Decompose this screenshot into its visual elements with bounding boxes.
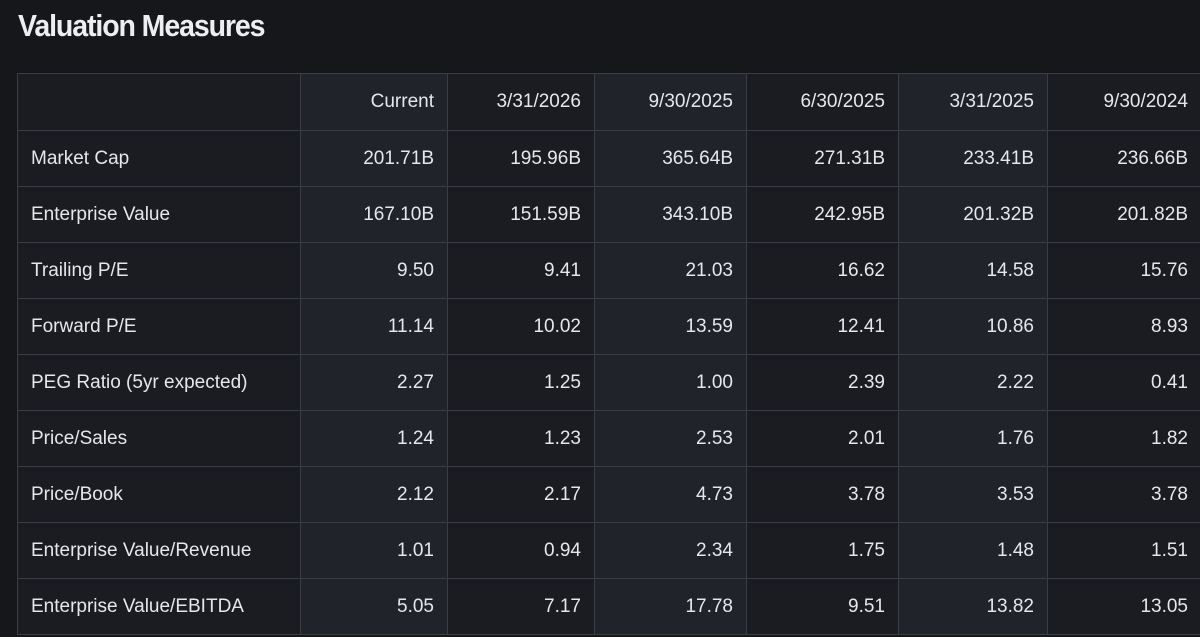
value-cell: 21.03 — [594, 242, 747, 299]
value-cell: 271.31B — [746, 130, 899, 187]
data-row: Enterprise Value/EBITDA 5.05 7.17 17.78 9.51… — [17, 578, 1200, 635]
value-cell: 167.10B — [300, 186, 448, 243]
value-cell: 2.01 — [746, 410, 899, 467]
value-cell: 2.53 — [594, 410, 747, 467]
row-label: Enterprise Value — [17, 186, 301, 243]
value-cell: 365.64B — [594, 130, 747, 187]
value-cell: 17.78 — [594, 578, 747, 635]
value-cell: 1.48 — [898, 522, 1048, 579]
value-cell: 1.76 — [898, 410, 1048, 467]
data-row: Forward P/E 11.14 10.02 13.59 12.41 10.86 8.93 — [17, 298, 1200, 355]
value-cell: 195.96B — [447, 130, 595, 187]
value-cell: 11.14 — [300, 298, 448, 355]
value-cell: 10.86 — [898, 298, 1048, 355]
value-cell: 16.62 — [746, 242, 899, 299]
section-title: Valuation Measures — [18, 8, 266, 43]
value-cell: 0.41 — [1047, 354, 1200, 411]
value-cell: 3.78 — [746, 466, 899, 523]
column-header: 6/30/2025 — [746, 73, 899, 131]
value-cell: 201.32B — [898, 186, 1048, 243]
value-cell: 9.41 — [447, 242, 595, 299]
value-cell: 9.50 — [300, 242, 448, 299]
value-cell: 8.93 — [1047, 298, 1200, 355]
value-cell: 1.51 — [1047, 522, 1200, 579]
value-cell: 2.22 — [898, 354, 1048, 411]
value-cell: 15.76 — [1047, 242, 1200, 299]
value-cell: 3.78 — [1047, 466, 1200, 523]
column-header: 9/30/2025 — [594, 73, 747, 131]
row-label: Enterprise Value/Revenue — [17, 522, 301, 579]
value-cell: 201.82B — [1047, 186, 1200, 243]
value-cell: 2.17 — [447, 466, 595, 523]
column-header: 9/30/2024 — [1047, 73, 1200, 131]
data-row: Market Cap 201.71B 195.96B 365.64B 271.31B 23… — [17, 130, 1200, 187]
corner-cell — [17, 73, 301, 131]
row-label: Market Cap — [17, 130, 301, 187]
value-cell: 5.05 — [300, 578, 448, 635]
value-cell: 12.41 — [746, 298, 899, 355]
data-row: PEG Ratio (5yr expected) 2.27 1.25 1.00 2.39… — [17, 354, 1200, 411]
column-header: 3/31/2026 — [447, 73, 595, 131]
value-cell: 1.25 — [447, 354, 595, 411]
row-label: Trailing P/E — [17, 242, 301, 299]
value-cell: 2.39 — [746, 354, 899, 411]
value-cell: 3.53 — [898, 466, 1048, 523]
value-cell: 1.24 — [300, 410, 448, 467]
data-row: Enterprise Value/Revenue 1.01 0.94 2.34 1.75… — [17, 522, 1200, 579]
value-cell: 10.02 — [447, 298, 595, 355]
value-cell: 1.01 — [300, 522, 448, 579]
data-row: Price/Sales 1.24 1.23 2.53 2.01 1.76 1.82 — [17, 410, 1200, 467]
column-header: 3/31/2025 — [898, 73, 1048, 131]
value-cell: 1.23 — [447, 410, 595, 467]
value-cell: 151.59B — [447, 186, 595, 243]
data-row: Enterprise Value 167.10B 151.59B 343.10B 242… — [17, 186, 1200, 243]
value-cell: 242.95B — [746, 186, 899, 243]
table-container: Current 3/31/2026 9/30/2025 6/30/2025 3/31/2… — [17, 73, 1200, 637]
value-cell: 236.66B — [1047, 130, 1200, 187]
value-cell: 13.82 — [898, 578, 1048, 635]
row-label: PEG Ratio (5yr expected) — [17, 354, 301, 411]
value-cell: 2.12 — [300, 466, 448, 523]
data-row: Trailing P/E 9.50 9.41 21.03 16.62 14.58 15.76 — [17, 242, 1200, 299]
value-cell: 13.59 — [594, 298, 747, 355]
valuation-table: Current 3/31/2026 9/30/2025 6/30/2025 3/31/2… — [17, 73, 1200, 635]
value-cell: 9.51 — [746, 578, 899, 635]
value-cell: 14.58 — [898, 242, 1048, 299]
header-row: Current 3/31/2026 9/30/2025 6/30/2025 3/31/2… — [17, 73, 1200, 131]
value-cell: 201.71B — [300, 130, 448, 187]
value-cell: 1.82 — [1047, 410, 1200, 467]
value-cell: 2.34 — [594, 522, 747, 579]
value-cell: 13.05 — [1047, 578, 1200, 635]
value-cell: 7.17 — [447, 578, 595, 635]
value-cell: 343.10B — [594, 186, 747, 243]
value-cell: 1.00 — [594, 354, 747, 411]
value-cell: 4.73 — [594, 466, 747, 523]
row-label: Price/Sales — [17, 410, 301, 467]
value-cell: 1.75 — [746, 522, 899, 579]
data-row: Price/Book 2.12 2.17 4.73 3.78 3.53 3.78 — [17, 466, 1200, 523]
row-label: Enterprise Value/EBITDA — [17, 578, 301, 635]
row-label: Forward P/E — [17, 298, 301, 355]
value-cell: 233.41B — [898, 130, 1048, 187]
value-cell: 0.94 — [447, 522, 595, 579]
row-label: Price/Book — [17, 466, 301, 523]
value-cell: 2.27 — [300, 354, 448, 411]
column-header: Current — [300, 73, 448, 131]
